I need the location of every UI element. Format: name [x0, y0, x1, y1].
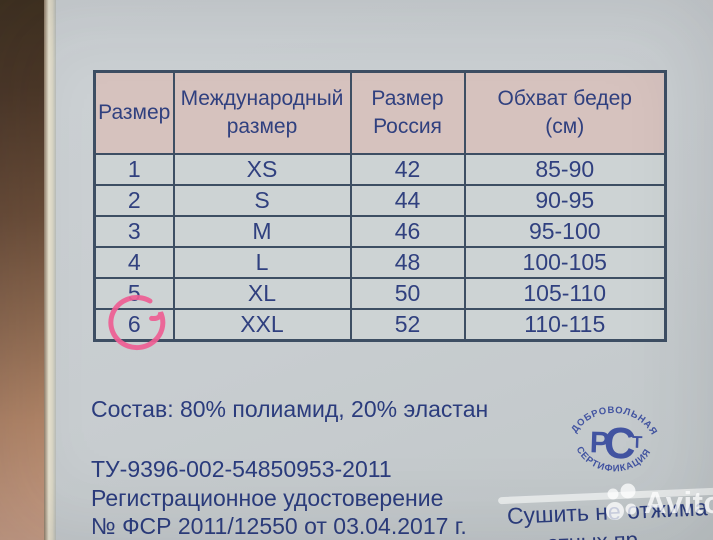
cell-hips: 110-115	[463, 308, 667, 342]
header-hip-circumference: Обхват бедер (см)	[463, 70, 667, 155]
cell-size-number: 4	[93, 245, 175, 280]
cell-ru-size: 46	[349, 214, 466, 248]
cell-intl-size: XS	[172, 152, 352, 186]
cell-ru-size: 48	[349, 245, 466, 280]
table-row-highlighted: 6 XXL 52 110-115	[93, 308, 667, 342]
header-line: Международный	[180, 87, 344, 111]
cell-ru-size: 44	[349, 183, 466, 217]
cell-intl-size: XXL	[172, 308, 352, 342]
cell-ru-size: 52	[349, 308, 466, 342]
cell-intl-size: L	[172, 245, 352, 280]
size-table-header-row: Размер Международный размер Размер Росси…	[93, 70, 667, 155]
header-line: Россия	[373, 114, 442, 138]
table-row: 5 XL 50 105-110	[93, 277, 667, 311]
cell-intl-size: M	[172, 214, 352, 248]
table-row: 4 L 48 100-105	[93, 245, 667, 280]
photo-background-hand	[0, 0, 50, 540]
cell-hips: 90-95	[463, 183, 667, 217]
avito-watermark-text: Avito	[644, 485, 713, 520]
avito-watermark: Avito	[604, 483, 713, 523]
stamp-letter-s: С	[603, 419, 636, 469]
header-size: Размер	[93, 70, 175, 155]
cell-hips: 85-90	[463, 152, 667, 186]
cell-size-number: 5	[93, 277, 175, 311]
table-row: 2 S 44 90-95	[93, 183, 667, 217]
care-instruction-partial-text: атных пр	[546, 527, 638, 540]
size-table: Размер Международный размер Размер Росси…	[93, 70, 667, 342]
cell-ru-size: 50	[349, 277, 466, 311]
header-line: (см)	[545, 114, 585, 138]
cell-ru-size: 42	[349, 152, 466, 186]
cell-hips: 95-100	[463, 214, 667, 248]
registration-certificate-text: Регистрационное удостоверение	[91, 485, 444, 511]
cell-size-number: 3	[93, 214, 175, 248]
handwritten-circle-annotation	[108, 295, 166, 351]
header-line: Размер	[98, 101, 171, 125]
header-line: Размер	[371, 87, 444, 111]
package-edge	[44, 0, 56, 540]
cell-size-number: 1	[93, 152, 175, 186]
stamp-letter-t: Т	[632, 433, 644, 452]
certification-stamp: ДОБРОВОЛЬНАЯ СЕРТИФИКАЦИЯ Р С Т	[569, 403, 660, 476]
header-line: размер	[226, 114, 298, 138]
header-international-size: Международный размер	[172, 70, 352, 155]
cell-hips: 105-110	[463, 277, 667, 311]
tu-number-text: ТУ-9396-002-54850953-2011	[91, 456, 392, 482]
table-row: 3 M 46 95-100	[93, 214, 667, 248]
header-russia-size: Размер Россия	[349, 70, 466, 155]
avito-logo-icon	[606, 483, 637, 520]
table-row: 1 XS 42 85-90	[93, 152, 667, 186]
cell-size-number: 2	[93, 183, 175, 217]
registration-number-text: № ФСР 2011/12550 от 03.04.2017 г.	[91, 513, 467, 539]
stamp-letter-r: Р	[589, 426, 610, 460]
cell-hips: 100-105	[463, 245, 667, 280]
header-line: Обхват бедер	[497, 87, 632, 111]
cell-intl-size: S	[172, 183, 352, 217]
cell-intl-size: XL	[172, 277, 352, 311]
composition-text: Состав: 80% полиамид, 20% эластан	[91, 396, 489, 422]
